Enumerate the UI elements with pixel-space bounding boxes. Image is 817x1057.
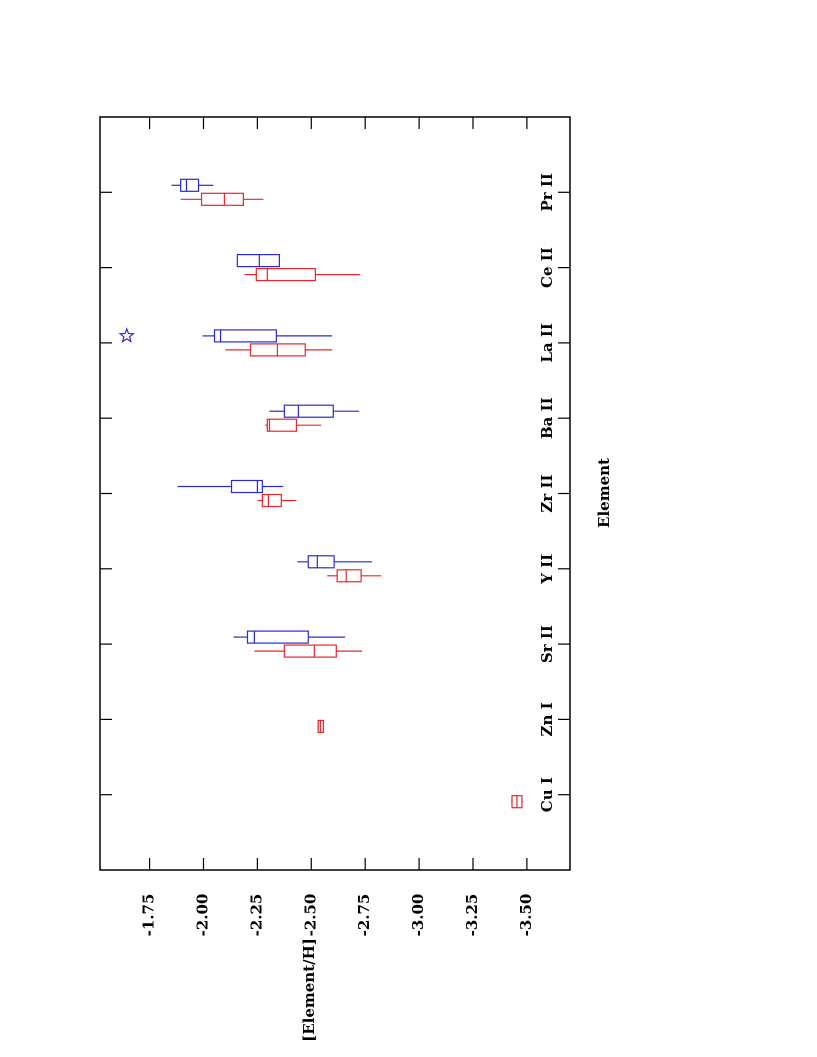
box [283,404,334,418]
box [283,644,337,658]
box [336,569,362,583]
category-label: La II [538,323,556,363]
category-label: Zr II [538,474,556,512]
box [255,268,316,282]
category-label: Zn I [538,702,556,736]
category-label: Ce II [538,247,556,288]
box [230,479,263,494]
box [246,630,309,644]
plot-frame [99,116,571,871]
category-label: Y II [538,554,556,585]
category-axis-label: Element [595,458,613,528]
category-label: Sr II [538,625,556,663]
value-axis-label: [Element/H] [300,938,318,1042]
tick-label: -3.50 [517,894,535,937]
category-label: Pr II [538,173,556,211]
tick-label: -2.00 [193,894,211,937]
category-label: Ba II [538,397,556,439]
tick-label: -3.25 [463,894,481,937]
tick-label: -2.50 [301,894,319,937]
tick-label: -2.75 [355,894,373,937]
box [200,192,244,206]
category-label: Cu I [538,777,556,812]
box [213,329,277,343]
tick-label: -2.25 [247,894,265,937]
tick-label: -1.75 [140,894,158,937]
box [261,493,282,508]
box [180,178,200,192]
box [307,555,335,569]
box [236,254,280,268]
outlier [118,327,135,343]
tick-label: -3.00 [409,894,427,937]
box [266,418,298,432]
